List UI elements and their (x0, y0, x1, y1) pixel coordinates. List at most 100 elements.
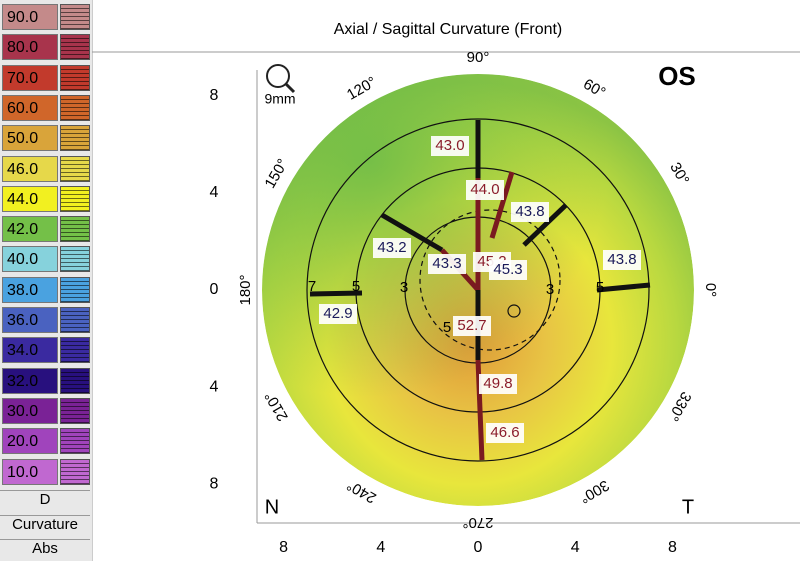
scale-swatch (60, 216, 90, 243)
reading-box (453, 316, 491, 336)
reading-box (486, 423, 524, 443)
scale-swatch (60, 276, 90, 303)
scale-entry: 36.0 (2, 307, 90, 335)
mode-label: Curvature (0, 515, 90, 533)
scale-label: 38.0 (2, 276, 58, 303)
scale-label: 44.0 (2, 185, 58, 212)
reading-box (511, 202, 549, 222)
zoom-icon[interactable] (266, 64, 290, 88)
map-panel: Axial / Sagittal Curvature (Front) OS 9m… (92, 0, 800, 561)
y-tick-label: 4 (210, 378, 219, 395)
y-tick-label: 8 (210, 87, 219, 104)
ring-label: 3 (400, 279, 408, 296)
reading: 43.0 (435, 137, 464, 154)
reading: 44.0 (470, 181, 499, 198)
angle-label: 180° (237, 274, 254, 305)
ring (306, 118, 650, 462)
y-tick-label: 0 (210, 281, 219, 298)
scale-label: 42.0 (2, 216, 58, 243)
scale-label: 70.0 (2, 64, 58, 91)
scale-entry: 30.0 (2, 397, 90, 426)
x-tick-label: 0 (474, 539, 483, 556)
unit-label: D (0, 490, 90, 508)
scale-label: 40.0 (2, 246, 58, 273)
scale-label: Abs (0, 539, 90, 557)
y-tick-label: 4 (210, 184, 219, 201)
reading-box (603, 250, 641, 270)
reading-box (466, 180, 504, 200)
x-tick-label: 8 (279, 539, 288, 556)
scale-entry: 34.0 (2, 337, 90, 365)
scale-label: 90.0 (2, 4, 58, 30)
scale-label: 80.0 (2, 34, 58, 61)
scale-label: 46.0 (2, 155, 58, 182)
reading-box (319, 304, 357, 324)
scale-swatch (60, 337, 90, 364)
scale-entry: 80.0 (2, 34, 90, 62)
reading: 45.3 (493, 261, 522, 278)
pupil-ring (419, 209, 561, 351)
y-tick-label: 8 (210, 476, 219, 493)
scale-swatch (60, 64, 90, 91)
scale-swatch (60, 367, 90, 394)
scale-entry: 90.0 (2, 4, 90, 32)
scale-entry: 32.0 (2, 367, 90, 396)
scale-entry: 20.0 (2, 428, 90, 456)
temporal-label: T (682, 496, 694, 518)
scale-label: 10.0 (2, 458, 58, 485)
angle-label: 90° (467, 49, 490, 66)
scale-swatch (60, 155, 90, 182)
x-tick-label: 4 (571, 539, 580, 556)
scale-swatch (60, 185, 90, 212)
scale-label: 30.0 (2, 397, 58, 424)
ring-label: 3 (546, 281, 554, 298)
scale-label: 50.0 (2, 125, 58, 152)
reading: 43.8 (607, 251, 636, 268)
zoom-icon-handle[interactable] (284, 82, 296, 94)
scale-entry: 60.0 (2, 94, 90, 123)
scale-entry: 10.0 (2, 458, 90, 487)
reading: 46.6 (490, 424, 519, 441)
reading-box (479, 374, 517, 394)
scale-swatch (60, 125, 90, 152)
apex-marker (507, 304, 521, 318)
scale-label: 36.0 (2, 307, 58, 333)
scale-swatch (60, 34, 90, 61)
eye-label: OS (658, 61, 696, 91)
angle-label: 270° (462, 514, 493, 531)
scale-swatch (60, 458, 90, 485)
x-tick-label: 4 (376, 539, 385, 556)
ring-label: 7 (308, 278, 316, 295)
scale-label: 60.0 (2, 94, 58, 121)
scale-swatch (60, 397, 90, 424)
scale-swatch (60, 246, 90, 273)
x-tick-label: 8 (668, 539, 677, 556)
reading: 49.8 (483, 375, 512, 392)
scale-entry: 42.0 (2, 216, 90, 244)
reading: 52.7 (457, 317, 486, 334)
ring-label: 5 (352, 278, 360, 295)
scale-label: 32.0 (2, 367, 58, 394)
reading-box (428, 254, 466, 274)
ring-label: 5 (443, 319, 451, 336)
reading-box (373, 238, 411, 258)
zoom-label: 9mm (264, 91, 295, 107)
scale-entry: 46.0 (2, 155, 90, 184)
scale-label: 34.0 (2, 337, 58, 364)
reading-box (489, 260, 527, 280)
reading: 43.8 (515, 203, 544, 220)
reading: 42.9 (323, 305, 352, 322)
nasal-label: N (265, 496, 279, 518)
scale-entry: 70.0 (2, 64, 90, 93)
color-scale: D Curvature Abs 90.0 80.0 70.0 60.0 50.0 46.0… (0, 0, 93, 561)
scale-swatch (60, 4, 90, 30)
scale-swatch (60, 94, 90, 121)
scale-label: 20.0 (2, 428, 58, 455)
scale-swatch (60, 307, 90, 333)
ring-label: 5 (596, 279, 604, 296)
reading-box (431, 136, 469, 156)
scale-entry: 50.0 (2, 125, 90, 153)
reading: 43.3 (432, 255, 461, 272)
scale-entry: 40.0 (2, 246, 90, 274)
